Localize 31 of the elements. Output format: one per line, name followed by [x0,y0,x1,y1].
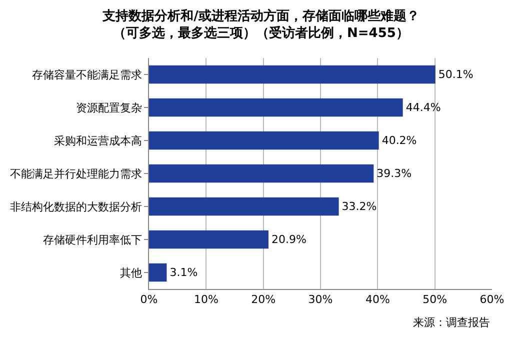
bar [149,65,436,84]
bar [149,164,374,183]
data-label: 44.4% [406,101,441,114]
y-tick-label: 其他 [120,266,142,280]
bar [149,230,268,249]
data-label: 50.1% [438,68,474,81]
bar [149,263,167,282]
bar [149,131,379,150]
x-tick-label: 50% [422,293,448,306]
x-tick-label: 60% [480,293,504,306]
x-tick-label: 0% [140,293,158,306]
data-label: 39.3% [376,167,412,180]
x-tick-label: 20% [251,293,276,306]
y-tick-label: 非结构化数据的大数据分析 [10,200,142,214]
bar [149,98,403,117]
y-tick-label: 存储硬件利用率低下 [42,233,142,246]
y-tick-label: 采购和运营成本高 [54,134,142,148]
bar [149,197,339,216]
source-note: 来源：调查报告 [413,316,490,329]
y-tick-label: 存储容量不能满足需求 [32,68,142,82]
data-label: 3.1% [170,266,198,280]
x-tick-label: 10% [194,293,218,306]
data-label: 33.2% [342,200,377,214]
x-tick-label: 40% [365,293,390,306]
chart-title: 支持数据分析和/或进程活动方面，存储面临哪些难题？ [102,8,420,24]
y-tick-label: 资源配置复杂 [76,101,142,114]
y-tick-label: 不能满足并行处理能力需求 [10,167,142,180]
chart-subtitle: （可多选，最多选三项）（受访者比例，N=455） [113,25,409,42]
x-tick-label: 30% [308,293,333,306]
data-label: 40.2% [382,134,417,148]
data-label: 20.9% [271,233,306,246]
